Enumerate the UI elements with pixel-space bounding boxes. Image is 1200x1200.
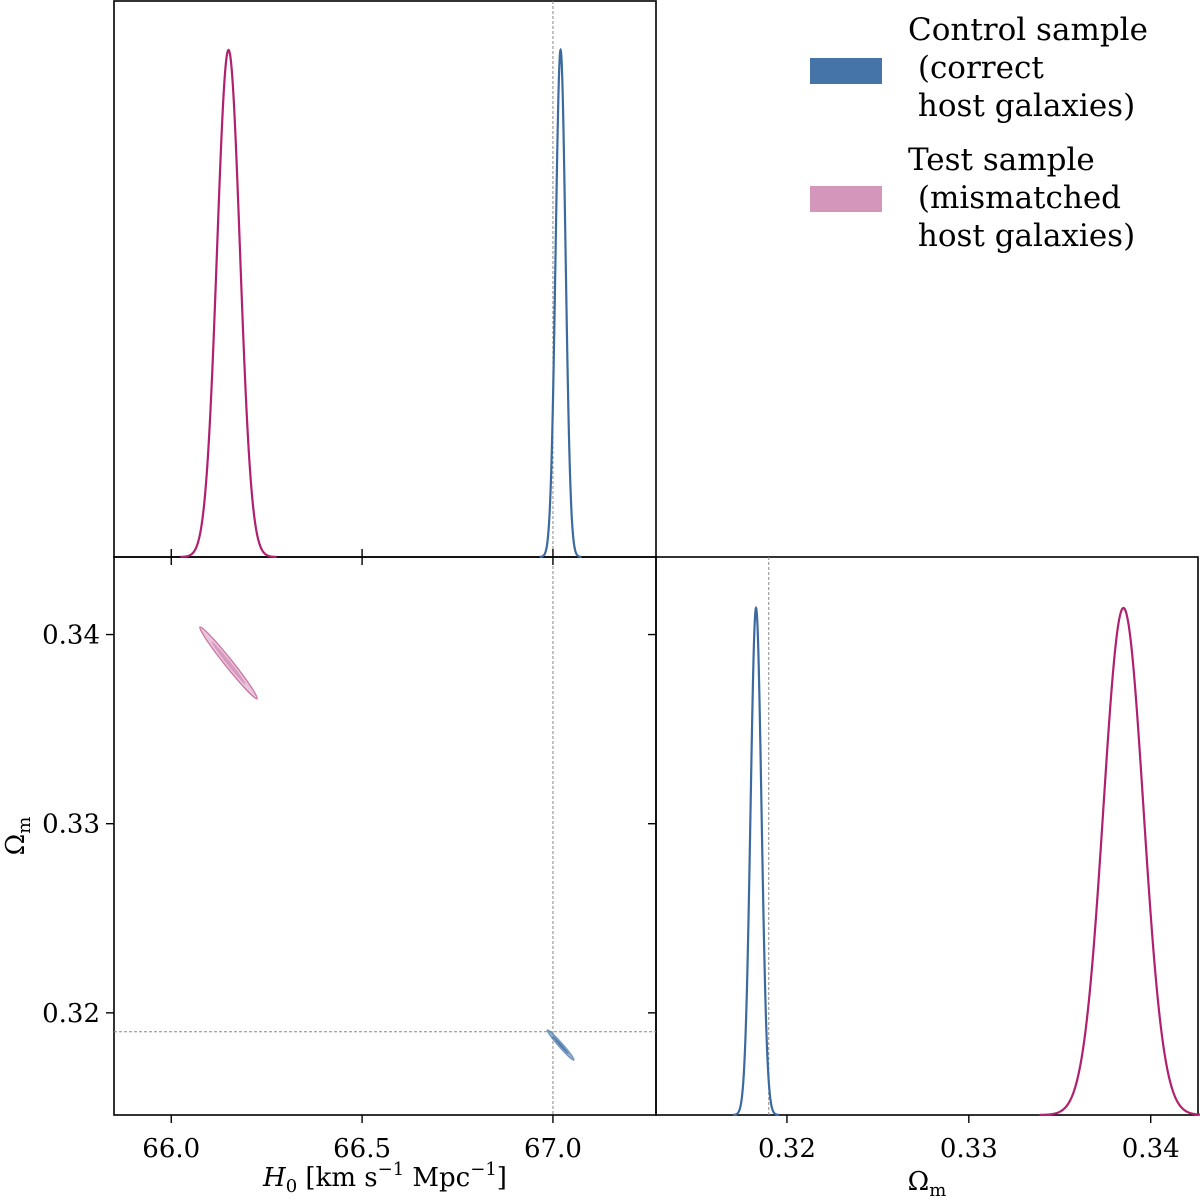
om-tick-label-joint: 0.33: [42, 810, 100, 840]
om-marginal-panel-frame: [655, 556, 1199, 1116]
h0-marginal-panel-frame: [113, 0, 657, 558]
h0-tick-label: 66.5: [333, 1134, 391, 1164]
axis-ticks: 66.0 66.5 67.0 0.32 0.33 0.34 0.32 0.33 0.34: [42, 549, 1180, 1164]
om-tick-label-joint: 0.32: [42, 999, 100, 1029]
y-axis-label-om: Ωm: [1, 817, 35, 856]
legend-label-control-line3: host galaxies): [908, 88, 1135, 124]
x-axis-label-om: Ωm: [908, 1167, 947, 1200]
legend-label-test-line2: (mismatched: [908, 180, 1121, 216]
legend-swatch-control: [810, 58, 882, 84]
joint-contour-inner-control: [552, 1035, 569, 1055]
h0-posterior-curve-control: [539, 47, 582, 559]
om-posterior-curve-test: [1039, 606, 1200, 1117]
om-marginal-tick-label: 0.33: [940, 1134, 998, 1164]
legend-label-control-line1: Control sample: [908, 12, 1148, 48]
x-axis-label-h0: H0 [km s−1 Mpc−1]: [262, 1159, 507, 1197]
posterior-curves: [180, 47, 1200, 1117]
legend-label-control-line2: (correct: [908, 50, 1044, 86]
h0-posterior-curve-test: [180, 48, 277, 559]
om-marginal-tick-label: 0.34: [1122, 1134, 1180, 1164]
legend-swatch-test: [810, 186, 882, 212]
om-posterior-curve-control: [733, 605, 780, 1117]
legend-label-test-line3: host galaxies): [908, 218, 1135, 254]
legend: Control sample (correct host galaxies) T…: [810, 12, 1148, 254]
h0-tick-label: 66.0: [142, 1134, 200, 1164]
om-marginal-tick-label: 0.32: [758, 1134, 816, 1164]
om-tick-label-joint: 0.34: [42, 621, 100, 651]
h0-tick-label: 67.0: [524, 1134, 582, 1164]
legend-label-test-line1: Test sample: [908, 142, 1095, 178]
joint-contour-inner-test: [211, 641, 246, 685]
reference-lines: [114, 1, 770, 1115]
